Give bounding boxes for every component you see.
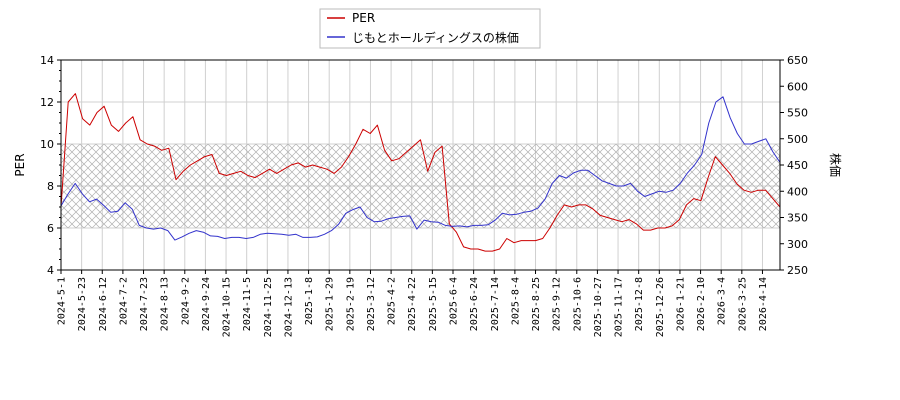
x-tick-label: 2025-8-4 [510, 277, 521, 325]
x-tick-label: 2024-8-13 [160, 277, 171, 331]
x-tick-label: 2025-7-14 [490, 277, 501, 331]
x-tick-label: 2025-3-12 [366, 277, 377, 331]
y-right-tick-label: 400 [787, 185, 808, 198]
x-tick-label: 2024-5-1 [57, 277, 68, 325]
x-tick-label: 2024-12-13 [283, 277, 294, 337]
y-right-tick-label: 250 [787, 264, 808, 277]
series-line-stock-price [61, 96, 780, 241]
x-tick-label: 2026-3-25 [737, 277, 748, 331]
y-right-label: 株価 [828, 153, 843, 177]
x-tick-label: 2024-9-24 [201, 277, 212, 331]
y-left-tick-label: 6 [47, 222, 54, 235]
y-right-tick-label: 500 [787, 133, 808, 146]
x-tick-label: 2025-1-8 [304, 277, 315, 325]
x-tick-label: 2025-6-4 [448, 277, 459, 325]
legend-label-per: PER [352, 11, 375, 25]
x-tick-label: 2024-5-23 [77, 277, 88, 331]
x-tick-label: 2024-6-12 [98, 277, 109, 331]
y-left-tick-label: 14 [40, 54, 54, 67]
shaded-band [61, 144, 780, 228]
x-tick-label: 2024-7-23 [139, 277, 150, 331]
x-tick-label: 2024-11-5 [242, 277, 253, 331]
x-tick-label: 2025-10-6 [572, 277, 583, 331]
x-tick-label: 2025-2-19 [345, 277, 356, 331]
x-tick-label: 2025-1-29 [325, 277, 336, 331]
x-tick-label: 2024-10-15 [222, 277, 233, 337]
x-tick-label: 2025-8-25 [531, 277, 542, 331]
x-tick-label: 2025-12-8 [634, 277, 645, 331]
x-tick-label: 2025-4-22 [407, 277, 418, 331]
x-tick-label: 2025-6-24 [469, 277, 480, 331]
x-tick-label: 2025-4-2 [387, 277, 398, 325]
x-tick-label: 2026-2-10 [696, 277, 707, 331]
legend-label-stock: じもとホールディングスの株価 [352, 30, 519, 45]
y-left-tick-label: 12 [40, 96, 54, 109]
series-line-per [61, 93, 780, 252]
y-left-tick-label: 8 [47, 180, 54, 193]
y-left-label: PER [13, 153, 27, 176]
x-tick-label: 2026-1-21 [675, 277, 686, 331]
y-right-tick-label: 650 [787, 54, 808, 67]
y-left-tick-label: 4 [47, 264, 54, 277]
x-tick-label: 2025-5-15 [428, 277, 439, 331]
legend-box [319, 8, 541, 49]
y-right-tick-label: 300 [787, 238, 808, 251]
y-right-tick-label: 600 [787, 80, 808, 93]
x-tick-label: 2025-12-26 [655, 277, 666, 337]
x-tick-label: 2025-9-12 [552, 277, 563, 331]
x-tick-label: 2026-3-4 [717, 277, 728, 325]
y-right-tick-label: 350 [787, 212, 808, 225]
y-left-tick-label: 10 [40, 138, 54, 151]
x-tick-label: 2024-7-2 [118, 277, 129, 325]
x-tick-label: 2025-10-27 [593, 277, 604, 337]
legend: PER じもとホールディングスの株価 [319, 8, 541, 49]
x-tick-label: 2025-11-17 [614, 277, 625, 337]
x-tick-label: 2024-9-2 [180, 277, 191, 325]
y-right-tick-label: 550 [787, 107, 808, 120]
x-tick-label: 2026-4-14 [758, 277, 769, 331]
y-right-tick-label: 450 [787, 159, 808, 172]
x-tick-label: 2024-11-25 [263, 277, 274, 337]
